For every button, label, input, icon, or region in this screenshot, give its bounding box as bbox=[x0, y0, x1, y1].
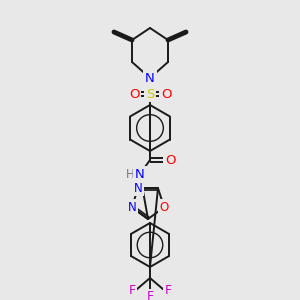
Text: F: F bbox=[164, 284, 172, 296]
Text: H: H bbox=[126, 167, 134, 181]
Text: N: N bbox=[145, 71, 155, 85]
Polygon shape bbox=[113, 31, 132, 40]
Text: O: O bbox=[165, 154, 175, 166]
Text: N: N bbox=[135, 167, 145, 181]
Text: O: O bbox=[129, 88, 139, 100]
Text: O: O bbox=[161, 88, 171, 100]
Text: N: N bbox=[134, 182, 142, 195]
Text: F: F bbox=[128, 284, 136, 296]
Text: S: S bbox=[146, 88, 154, 100]
Polygon shape bbox=[168, 31, 187, 40]
Text: O: O bbox=[160, 201, 169, 214]
Text: N: N bbox=[128, 201, 136, 214]
Text: F: F bbox=[146, 290, 154, 300]
